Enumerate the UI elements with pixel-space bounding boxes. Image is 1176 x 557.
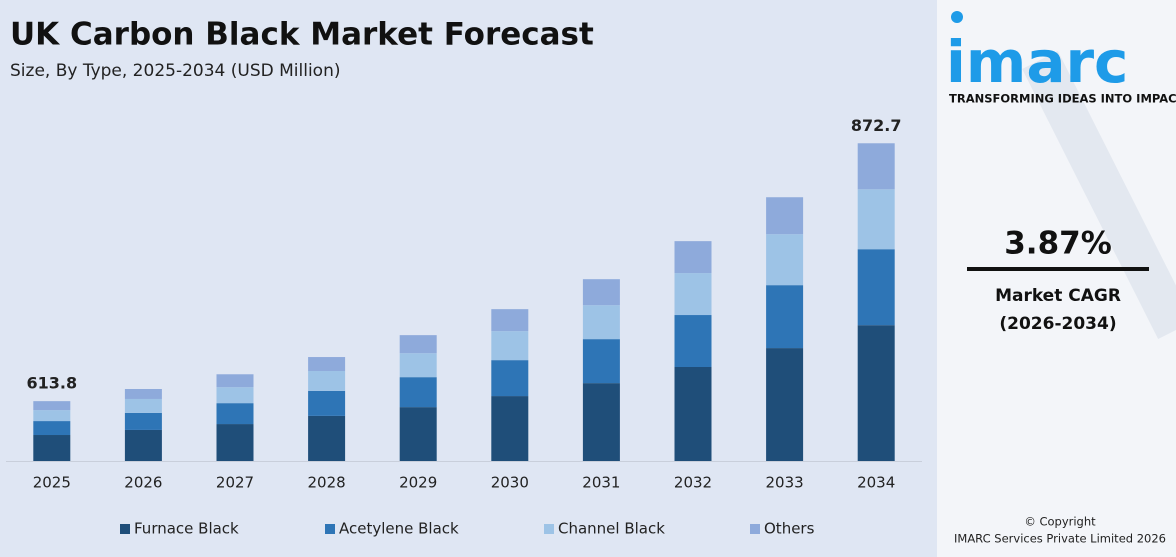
bar-segment	[124, 398, 162, 413]
bar-segment	[766, 197, 804, 235]
bar-segment	[857, 189, 895, 250]
bar-segment	[766, 234, 804, 286]
bar-segment	[491, 309, 529, 332]
bar-segment	[33, 401, 71, 411]
logo: imarc	[946, 28, 1128, 96]
bar-segment	[308, 357, 346, 371]
bar-segment	[857, 143, 895, 190]
copyright: © Copyright	[1024, 515, 1096, 529]
legend-swatch	[750, 524, 760, 534]
chart-title: UK Carbon Black Market Forecast	[10, 17, 594, 53]
legend-label: Channel Black	[558, 520, 665, 538]
legend-label: Acetylene Black	[339, 520, 459, 538]
divider	[967, 267, 1149, 271]
chart-subtitle: Size, By Type, 2025-2034 (USD Million)	[10, 61, 340, 81]
bar-segment	[124, 412, 162, 430]
bar-segment	[124, 429, 162, 461]
cagr-period: (2026-2034)	[999, 314, 1116, 334]
legend-swatch	[325, 524, 335, 534]
bar-segment	[216, 403, 254, 425]
bar-segment	[491, 360, 529, 397]
x-tick-label: 2026	[124, 474, 162, 492]
x-tick-label: 2034	[857, 474, 895, 492]
bar-segment	[33, 410, 71, 422]
bar-segment	[766, 348, 804, 461]
bar-segment	[674, 315, 712, 368]
bar-segment	[857, 325, 895, 461]
bar-segment	[491, 331, 529, 361]
x-tick-label: 2025	[33, 474, 71, 492]
legend-label: Furnace Black	[134, 520, 239, 538]
cagr-value: 3.87%	[1004, 226, 1112, 262]
decor	[1022, 51, 1176, 339]
bar-segment	[33, 421, 71, 436]
bar-segment	[308, 370, 346, 391]
bar-segment	[857, 249, 895, 326]
bar-segment	[582, 305, 620, 340]
bar-segment	[582, 279, 620, 306]
x-tick-label: 2027	[216, 474, 254, 492]
bar-segment	[399, 377, 437, 408]
total-label: 872.7	[851, 116, 902, 135]
bar-segment	[399, 407, 437, 461]
bar-segment	[674, 367, 712, 461]
cagr-label: Market CAGR	[995, 286, 1121, 306]
bar-segment	[766, 285, 804, 349]
legend-swatch	[544, 524, 554, 534]
bar-segment	[399, 353, 437, 378]
bar-segment	[308, 415, 346, 461]
x-tick-label: 2030	[491, 474, 529, 492]
bar-segment	[308, 390, 346, 416]
x-tick-label: 2032	[674, 474, 712, 492]
bar-segment	[33, 435, 71, 461]
bar-segment	[216, 374, 254, 388]
bar-segment	[124, 389, 162, 399]
legend-label: Others	[764, 520, 815, 538]
bar-segment	[582, 383, 620, 461]
bar-segment	[582, 339, 620, 384]
x-tick-label: 2031	[582, 474, 620, 492]
bar-segment	[216, 387, 254, 404]
x-tick-label: 2028	[308, 474, 346, 492]
company: IMARC Services Private Limited 2026	[954, 532, 1166, 546]
x-tick-label: 2029	[399, 474, 437, 492]
legend-swatch	[120, 524, 130, 534]
total-label: 613.8	[26, 374, 77, 393]
bar-segment	[674, 241, 712, 274]
tagline: TRANSFORMING IDEAS INTO IMPACT	[949, 92, 1176, 106]
logo-dot	[951, 11, 963, 23]
bar-segment	[399, 335, 437, 354]
bar-segment	[491, 396, 529, 461]
bar-segment	[216, 424, 254, 461]
bar-segment	[674, 273, 712, 316]
x-tick-label: 2033	[766, 474, 804, 492]
